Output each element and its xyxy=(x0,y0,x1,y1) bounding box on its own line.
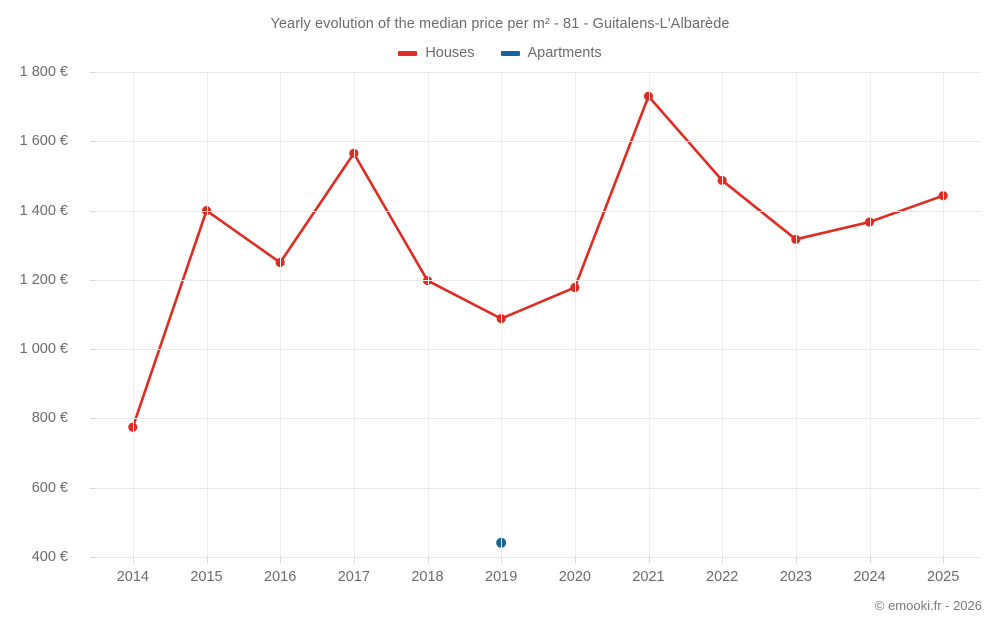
chart-title: Yearly evolution of the median price per… xyxy=(270,16,730,32)
x-tick-label: 2023 xyxy=(779,569,812,585)
legend-item-apartments[interactable]: Apartments xyxy=(500,45,602,61)
x-gridline xyxy=(574,72,576,557)
x-tick-label: 2017 xyxy=(337,569,370,585)
x-gridline xyxy=(427,72,429,557)
x-gridline xyxy=(722,72,724,557)
legend-swatch-houses xyxy=(398,50,418,56)
y-tick-label: 1 600 € xyxy=(19,133,68,150)
x-tick-mark xyxy=(132,557,134,563)
y-tick-mark xyxy=(90,349,96,351)
x-tick-label: 2020 xyxy=(558,569,591,585)
series-line-houses xyxy=(131,94,945,429)
x-gridline xyxy=(869,72,871,557)
x-gridline xyxy=(795,72,797,557)
y-tick-label: 1 200 € xyxy=(19,271,68,288)
x-tick-label: 2014 xyxy=(116,569,149,585)
y-tick-mark xyxy=(90,279,96,281)
x-tick-label: 2019 xyxy=(485,569,518,585)
x-tick-mark xyxy=(795,557,797,563)
plot-area: 400 € 600 € 800 € 1 000 € 1 200 € 1 400 € 1 60… xyxy=(20,64,980,585)
x-tick-mark xyxy=(722,557,724,563)
y-tick-mark xyxy=(90,487,96,489)
x-tick-mark xyxy=(501,557,503,563)
y-tick-label: 600 € xyxy=(31,479,68,496)
y-gridline xyxy=(96,72,980,73)
y-tick-label: 1 800 € xyxy=(19,64,68,80)
x-tick-mark xyxy=(869,557,871,563)
x-gridline xyxy=(206,72,208,557)
x-tick-mark xyxy=(574,557,576,563)
x-tick-label: 2025 xyxy=(927,569,960,585)
y-tick-label: 1 400 € xyxy=(19,202,68,219)
x-tick-label: 2024 xyxy=(853,569,886,585)
legend-item-houses[interactable]: Houses xyxy=(398,45,475,61)
x-gridline xyxy=(132,72,134,557)
x-gridline xyxy=(501,72,503,557)
y-tick-label: 400 € xyxy=(31,549,68,565)
x-gridline xyxy=(648,72,650,557)
x-tick-mark xyxy=(427,557,429,563)
x-tick-label: 2016 xyxy=(264,569,297,585)
y-gridline xyxy=(96,349,980,351)
copyright-credit: © emooki.fr - 2026 xyxy=(874,598,982,613)
y-gridline xyxy=(96,487,980,489)
x-gridline xyxy=(943,72,945,557)
x-tick-label: 2018 xyxy=(411,569,444,585)
x-gridline xyxy=(280,72,282,557)
y-tick-mark xyxy=(90,141,96,143)
x-tick-mark xyxy=(280,557,282,563)
legend-label-houses: Houses xyxy=(425,45,475,61)
chart-legend: Houses Apartments xyxy=(0,45,1000,61)
y-gridline xyxy=(96,210,980,212)
y-gridline xyxy=(96,557,980,558)
x-tick-mark xyxy=(353,557,355,563)
series-layer xyxy=(128,91,948,548)
y-tick-mark xyxy=(90,418,96,420)
y-gridline xyxy=(96,279,980,281)
x-tick-mark xyxy=(943,557,945,563)
y-tick-mark xyxy=(90,557,96,558)
y-tick-label: 1 000 € xyxy=(19,341,68,358)
y-gridline xyxy=(96,141,980,143)
y-tick-label: 800 € xyxy=(31,410,68,427)
y-gridline xyxy=(96,418,980,420)
y-tick-mark xyxy=(90,72,96,73)
legend-swatch-apartments xyxy=(500,50,520,56)
x-gridline xyxy=(353,72,355,557)
y-tick-mark xyxy=(90,210,96,212)
x-tick-mark xyxy=(206,557,208,563)
x-tick-label: 2015 xyxy=(190,569,223,585)
x-tick-label: 2021 xyxy=(632,569,665,585)
x-tick-label: 2022 xyxy=(706,569,739,585)
x-tick-mark xyxy=(648,557,650,563)
legend-label-apartments: Apartments xyxy=(527,45,602,61)
